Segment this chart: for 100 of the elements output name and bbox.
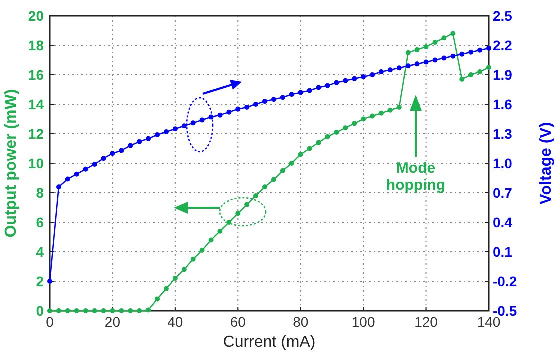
point bbox=[236, 106, 241, 112]
point bbox=[271, 177, 276, 182]
point bbox=[137, 308, 142, 314]
point bbox=[289, 92, 294, 98]
point bbox=[110, 151, 116, 156]
y-tick-label: 0 bbox=[36, 303, 44, 319]
point bbox=[352, 76, 358, 82]
point bbox=[56, 308, 62, 314]
y-tick-label: 2 bbox=[36, 274, 44, 290]
point bbox=[468, 72, 474, 78]
point bbox=[460, 52, 465, 57]
point bbox=[450, 31, 456, 36]
point bbox=[128, 143, 134, 148]
x-axis-title: Current (mA) bbox=[223, 334, 316, 351]
point bbox=[92, 162, 98, 167]
point bbox=[414, 62, 420, 67]
point bbox=[271, 97, 276, 102]
point bbox=[396, 66, 402, 71]
y2-tick-label: -0.2 bbox=[493, 274, 518, 290]
point bbox=[119, 308, 124, 314]
y2-tick-label: 0.4 bbox=[493, 214, 513, 230]
point bbox=[172, 126, 178, 132]
point bbox=[486, 65, 492, 70]
point bbox=[442, 56, 447, 61]
point bbox=[164, 286, 169, 292]
point bbox=[101, 156, 106, 162]
point bbox=[406, 64, 411, 69]
point bbox=[244, 104, 250, 110]
y-tick-label: 18 bbox=[28, 38, 44, 54]
y-tick-label: 16 bbox=[28, 67, 44, 83]
y-tick-label: 10 bbox=[28, 156, 44, 172]
point bbox=[478, 70, 483, 75]
point bbox=[343, 126, 348, 131]
x-tick-label: 20 bbox=[104, 314, 121, 330]
point bbox=[388, 68, 393, 73]
point bbox=[119, 148, 124, 154]
x-tick-label: 40 bbox=[168, 314, 184, 330]
y2-tick-label: 1.6 bbox=[493, 96, 513, 112]
point bbox=[334, 80, 340, 86]
y2-tick-label: 2.5 bbox=[493, 8, 513, 24]
point bbox=[254, 102, 259, 107]
point bbox=[378, 110, 384, 116]
point bbox=[325, 83, 330, 88]
point bbox=[289, 161, 294, 166]
point bbox=[460, 76, 465, 82]
y-tick-label: 8 bbox=[36, 185, 44, 201]
point bbox=[280, 168, 286, 174]
point bbox=[218, 228, 223, 234]
point bbox=[65, 176, 70, 182]
point bbox=[280, 95, 286, 100]
point bbox=[208, 114, 214, 120]
point bbox=[190, 120, 196, 126]
y2-tick-label: 1.9 bbox=[493, 67, 513, 83]
point bbox=[226, 220, 232, 225]
point bbox=[361, 116, 366, 122]
point bbox=[254, 193, 259, 198]
point bbox=[334, 130, 340, 136]
y-tick-label: 20 bbox=[28, 8, 44, 24]
point bbox=[307, 146, 312, 152]
point bbox=[155, 132, 160, 138]
point bbox=[424, 60, 429, 65]
point bbox=[200, 118, 205, 123]
point bbox=[370, 114, 376, 119]
point bbox=[325, 134, 330, 140]
y2-axis-title: Voltage (V) bbox=[538, 122, 555, 205]
point bbox=[406, 50, 411, 56]
point bbox=[352, 121, 358, 126]
point bbox=[83, 308, 88, 314]
x-tick-label: 80 bbox=[293, 314, 309, 330]
point bbox=[478, 48, 483, 53]
point bbox=[146, 136, 152, 142]
y2-tick-label: 0.1 bbox=[493, 244, 513, 260]
point bbox=[236, 211, 241, 216]
y2-tick-label: 1.3 bbox=[493, 126, 513, 142]
point bbox=[432, 40, 438, 46]
point bbox=[316, 85, 322, 90]
point bbox=[92, 308, 98, 314]
point bbox=[262, 99, 268, 104]
point bbox=[307, 88, 312, 94]
y2-tick-label: 2.2 bbox=[493, 38, 513, 54]
annotation: Mode hopping bbox=[386, 160, 446, 194]
point bbox=[208, 238, 214, 243]
point bbox=[190, 256, 196, 262]
point bbox=[316, 140, 322, 146]
x-tick-label: 0 bbox=[46, 314, 54, 330]
point bbox=[244, 202, 250, 208]
y-axis-title: Output power (mW) bbox=[3, 89, 20, 238]
point bbox=[172, 276, 178, 282]
point bbox=[128, 308, 134, 314]
point bbox=[486, 46, 492, 51]
point bbox=[450, 54, 456, 59]
point bbox=[442, 36, 447, 41]
point bbox=[74, 172, 80, 177]
point bbox=[218, 112, 223, 118]
y2-tick-label: 1.0 bbox=[493, 156, 513, 172]
y-tick-label: 4 bbox=[36, 244, 44, 260]
y2-tick-label: 0.7 bbox=[493, 185, 513, 201]
point bbox=[378, 70, 384, 75]
point bbox=[396, 104, 402, 110]
point bbox=[155, 296, 160, 302]
